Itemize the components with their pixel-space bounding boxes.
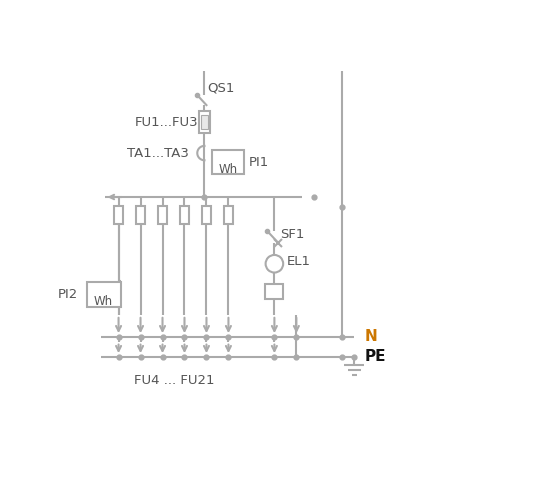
Text: FU1...FU3: FU1...FU3 (134, 116, 198, 129)
Text: N: N (364, 329, 377, 345)
Text: SF1: SF1 (280, 228, 305, 241)
Bar (224, 206, 233, 224)
Text: QS1: QS1 (208, 81, 235, 94)
Text: PE: PE (364, 350, 386, 364)
Bar (114, 206, 123, 224)
Text: FU4 ... FU21: FU4 ... FU21 (134, 374, 215, 387)
Circle shape (266, 255, 283, 273)
Bar (136, 206, 145, 224)
Text: Wh: Wh (94, 295, 113, 309)
Bar (201, 115, 208, 129)
Text: Wh: Wh (219, 163, 237, 176)
Text: TA1...TA3: TA1...TA3 (127, 146, 188, 160)
Bar (199, 111, 210, 133)
Bar (266, 284, 283, 299)
Text: PI1: PI1 (249, 156, 269, 169)
Bar (202, 206, 211, 224)
Bar (158, 206, 167, 224)
Bar (180, 206, 189, 224)
Text: PI2: PI2 (58, 288, 78, 301)
Text: EL1: EL1 (287, 255, 310, 268)
Bar (212, 150, 245, 174)
Bar (87, 282, 121, 307)
